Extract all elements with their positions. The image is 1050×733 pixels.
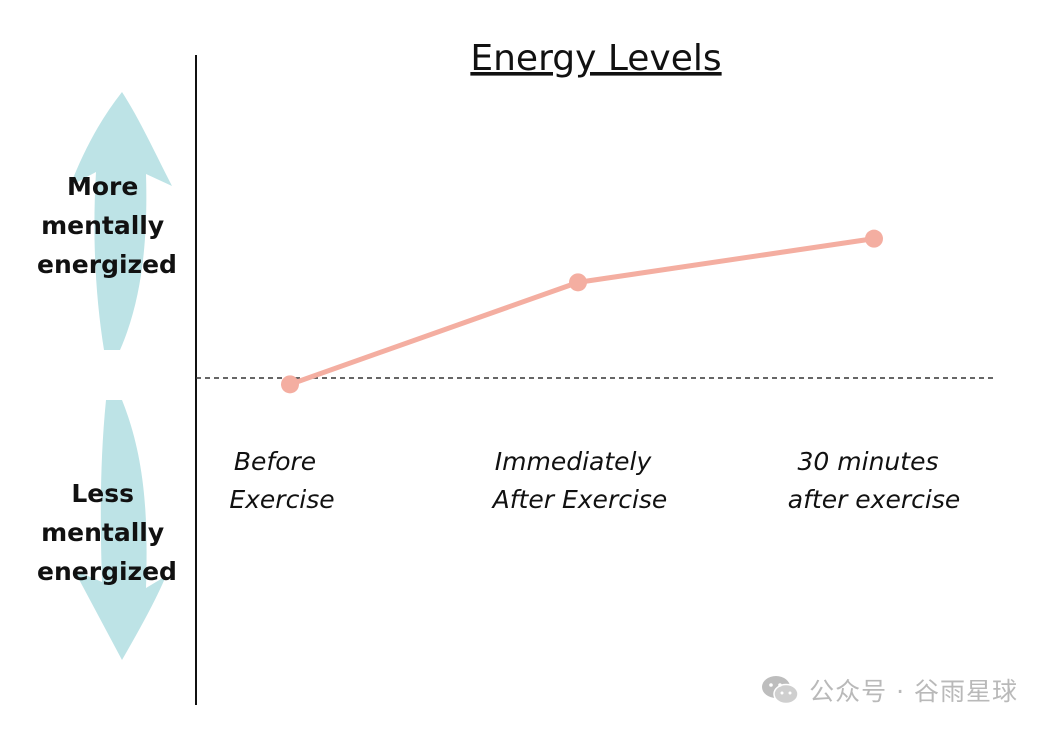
up-arrow-icon bbox=[70, 92, 172, 350]
x-tick-label-0-line-1: Before bbox=[234, 447, 316, 476]
watermark: 公众号 · 谷雨星球 bbox=[761, 672, 1018, 708]
chart-title: Energy Levels bbox=[470, 38, 721, 79]
x-tick-label-0-line-2: Exercise bbox=[229, 485, 334, 514]
y-label-top-line-1: More bbox=[67, 172, 138, 201]
x-tick-label-0: Before Exercise bbox=[229, 447, 334, 514]
x-tick-label-1-line-2: After Exercise bbox=[491, 485, 668, 514]
data-point-2 bbox=[865, 229, 883, 248]
series-points bbox=[281, 229, 883, 394]
down-arrow-icon bbox=[74, 400, 166, 660]
y-label-top-line-3: energized bbox=[37, 250, 177, 279]
x-tick-label-2-line-1: 30 minutes bbox=[798, 447, 939, 476]
y-label-bottom: Less mentally energized bbox=[37, 479, 177, 586]
y-label-top-line-2: mentally bbox=[41, 211, 164, 240]
wechat-icon bbox=[762, 676, 799, 705]
x-tick-label-1: Immediately After Exercise bbox=[491, 447, 668, 514]
y-label-bottom-line-1: Less bbox=[71, 479, 134, 508]
data-point-0 bbox=[281, 375, 299, 394]
x-tick-label-2: 30 minutes after exercise bbox=[788, 447, 960, 514]
data-point-1 bbox=[569, 273, 587, 292]
watermark-text: 公众号 · 谷雨星球 bbox=[809, 677, 1018, 706]
y-label-bottom-line-3: energized bbox=[37, 557, 177, 586]
y-label-bottom-line-2: mentally bbox=[41, 518, 164, 547]
series-line bbox=[287, 236, 877, 387]
y-label-top: More mentally energized bbox=[37, 172, 177, 279]
x-tick-label-1-line-1: Immediately bbox=[495, 447, 653, 476]
x-tick-label-2-line-2: after exercise bbox=[788, 485, 960, 514]
